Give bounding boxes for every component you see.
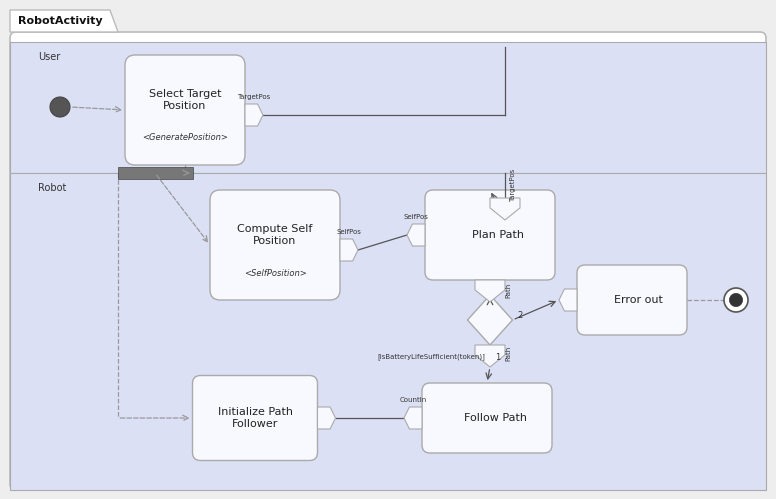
Text: SelfPos: SelfPos [404,214,428,220]
Polygon shape [490,198,520,220]
Polygon shape [407,224,425,246]
Bar [117,167,192,179]
Polygon shape [317,407,335,429]
Polygon shape [404,407,422,429]
Circle shape [729,293,743,306]
Text: 2: 2 [518,310,523,319]
Text: Follow Path: Follow Path [463,413,526,423]
FancyBboxPatch shape [10,42,766,173]
FancyBboxPatch shape [210,190,340,300]
FancyBboxPatch shape [10,173,766,490]
Text: Path: Path [505,345,511,361]
Circle shape [724,288,748,312]
Text: RobotActivity: RobotActivity [18,16,102,26]
Polygon shape [467,295,512,345]
Text: Path: Path [505,282,511,297]
Text: User: User [38,52,61,62]
Text: Compute Self
Position: Compute Self Position [237,224,313,246]
Circle shape [50,97,70,117]
Text: [isBatteryLifeSufficient(token)]: [isBatteryLifeSufficient(token)] [377,354,485,360]
Text: 1: 1 [495,352,501,361]
FancyBboxPatch shape [422,383,552,453]
FancyBboxPatch shape [577,265,687,335]
Polygon shape [559,289,577,311]
Text: SelfPos: SelfPos [337,229,362,235]
FancyBboxPatch shape [125,55,245,165]
Polygon shape [10,10,118,32]
Text: <SelfPosition>: <SelfPosition> [244,268,307,277]
Text: <GeneratePosition>: <GeneratePosition> [142,134,228,143]
Text: TargetPos: TargetPos [237,94,271,100]
Text: Plan Path: Plan Path [472,230,524,240]
Text: TargetPos: TargetPos [510,169,516,202]
FancyBboxPatch shape [192,376,317,461]
Text: Robot: Robot [38,183,67,193]
Text: CountIn: CountIn [400,397,427,403]
Polygon shape [245,104,263,126]
FancyBboxPatch shape [10,32,766,490]
FancyBboxPatch shape [425,190,555,280]
Text: Initialize Path
Follower: Initialize Path Follower [217,407,293,429]
Polygon shape [475,280,505,302]
Polygon shape [340,239,358,261]
Text: Select Target
Position: Select Target Position [149,89,221,111]
Polygon shape [475,345,505,367]
Text: Error out: Error out [614,295,663,305]
